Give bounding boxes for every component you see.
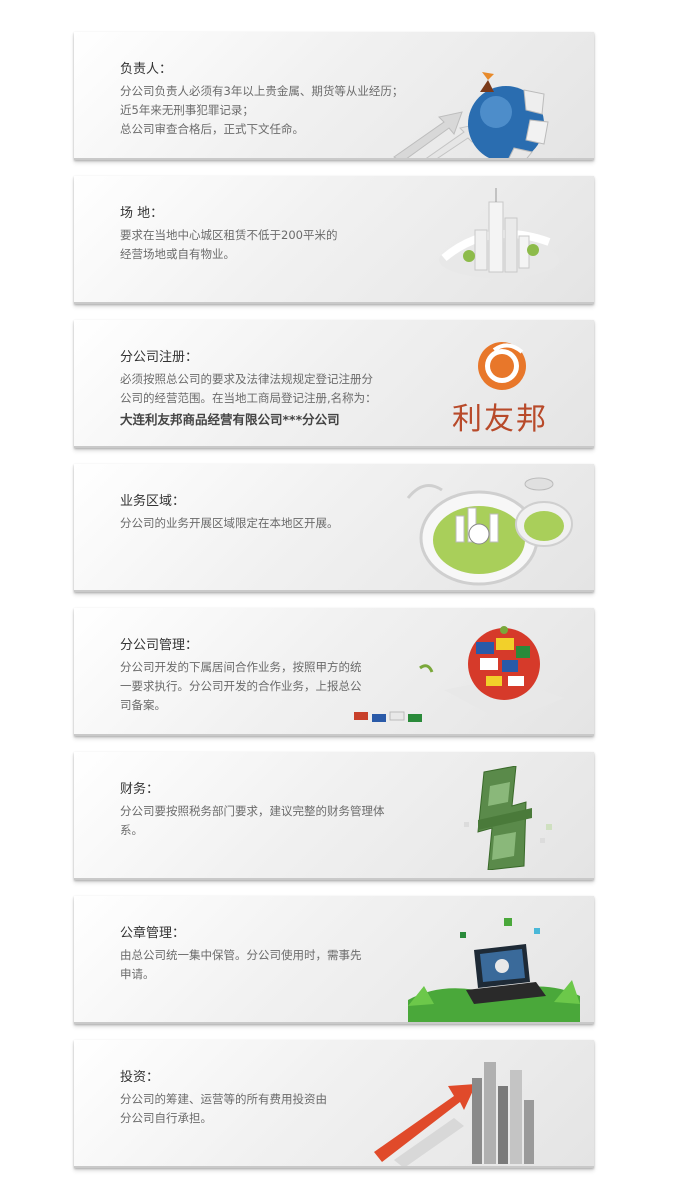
card-line: 必须按照总公司的要求及法律法规规定登记注册分 — [120, 372, 373, 386]
card-line: 分公司开发的下属居间合作业务，按照甲方的统 — [120, 660, 362, 674]
card-business-area: 业务区域： 分公司的业务开展区域限定在本地区开展。 — [74, 464, 594, 592]
card-title: 投资： — [120, 1070, 160, 1085]
card-line: 司备案。 — [120, 698, 166, 712]
card-business-area-text: 业务区域： 分公司的业务开展区域限定在本地区开展。 — [120, 492, 440, 533]
card-body: 分公司要按照税务部门要求，建议完整的财务管理体 系。 — [120, 802, 440, 840]
puzzle-globe-illustration — [393, 72, 549, 158]
card-line: 经营场地或自有物业。 — [120, 247, 235, 261]
card-registration-text: 分公司注册： 必须按照总公司的要求及法律法规规定登记注册分 公司的经营范围。在当… — [120, 348, 440, 429]
city-buildings-illustration — [439, 188, 559, 278]
compass-city-illustration — [406, 477, 573, 586]
card-line: 分公司自行承担。 — [120, 1111, 212, 1125]
card-line: 分公司要按照税务部门要求，建议完整的财务管理体 — [120, 804, 385, 818]
rising-arrow-skyscrapers-illustration — [374, 1062, 534, 1166]
card-finance: 财务： 分公司要按照税务部门要求，建议完整的财务管理体 系。 — [74, 752, 594, 880]
flag-globe-illustration — [354, 626, 564, 722]
card-body: 由总公司统一集中保管。分公司使用时，需事先 申请。 — [120, 946, 440, 984]
card-investment-text: 投资： 分公司的筹建、运营等的所有费用投资由 分公司自行承担。 — [120, 1068, 440, 1128]
card-title: 分公司管理： — [120, 638, 199, 653]
card-title: 财务： — [120, 782, 160, 797]
card-line: 由总公司统一集中保管。分公司使用时，需事先 — [120, 948, 362, 962]
card-line: 分公司的筹建、运营等的所有费用投资由 — [120, 1092, 327, 1106]
card-line: 总公司审查合格后，正式下文任命。 — [120, 122, 304, 136]
card-site: 场 地： 要求在当地中心城区租赁不低于200平米的 经营场地或自有物业。 — [74, 176, 594, 304]
card-seal-management: 公章管理： 由总公司统一集中保管。分公司使用时，需事先 申请。 — [74, 896, 594, 1024]
brand-logo-icon — [478, 342, 526, 390]
card-title: 分公司注册： — [120, 350, 199, 365]
card-finance-text: 财务： 分公司要按照税务部门要求，建议完整的财务管理体 系。 — [120, 780, 440, 840]
card-line: 公司的经营范围。在当地工商局登记注册,名称为： — [120, 391, 377, 405]
card-line: 申请。 — [120, 967, 155, 981]
card-seal-management-text: 公章管理： 由总公司统一集中保管。分公司使用时，需事先 申请。 — [120, 924, 440, 984]
card-line: 要求在当地中心城区租赁不低于200平米的 — [120, 228, 338, 242]
card-line: 分公司负责人必须有3年以上贵金属、期货等从业经历； — [120, 84, 404, 98]
card-title: 公章管理： — [120, 926, 186, 941]
card-site-text: 场 地： 要求在当地中心城区租赁不低于200平米的 经营场地或自有物业。 — [120, 204, 440, 264]
card-leader: 负责人： 分公司负责人必须有3年以上贵金属、期货等从业经历； 近5年来无刑事犯罪… — [74, 32, 594, 160]
laptop-grass-illustration — [408, 918, 580, 1022]
card-management: 分公司管理： 分公司开发的下属居间合作业务，按照甲方的统 一要求执行。分公司开发… — [74, 608, 594, 736]
money-roll-illustration — [464, 766, 552, 870]
card-line: 近5年来无刑事犯罪记录； — [120, 103, 254, 117]
card-body: 必须按照总公司的要求及法律法规规定登记注册分 公司的经营范围。在当地工商局登记注… — [120, 370, 440, 429]
card-title: 场 地： — [120, 206, 164, 221]
card-title: 业务区域： — [120, 494, 186, 509]
card-line: 一要求执行。分公司开发的合作业务，上报总公 — [120, 679, 362, 693]
card-body: 要求在当地中心城区租赁不低于200平米的 经营场地或自有物业。 — [120, 226, 440, 264]
card-body: 分公司的业务开展区域限定在本地区开展。 — [120, 514, 440, 533]
card-investment: 投资： 分公司的筹建、运营等的所有费用投资由 分公司自行承担。 — [74, 1040, 594, 1168]
card-body: 分公司开发的下属居间合作业务，按照甲方的统 一要求执行。分公司开发的合作业务，上… — [120, 658, 440, 715]
card-management-text: 分公司管理： 分公司开发的下属居间合作业务，按照甲方的统 一要求执行。分公司开发… — [120, 636, 440, 715]
card-line: 分公司的业务开展区域限定在本地区开展。 — [120, 516, 339, 530]
company-name: 大连利友邦商品经营有限公司***分公司 — [120, 412, 340, 427]
card-body: 分公司负责人必须有3年以上贵金属、期货等从业经历； 近5年来无刑事犯罪记录； 总… — [120, 82, 440, 139]
card-registration: 分公司注册： 必须按照总公司的要求及法律法规规定登记注册分 公司的经营范围。在当… — [74, 320, 594, 448]
card-title: 负责人： — [120, 62, 173, 77]
card-line: 系。 — [120, 823, 143, 837]
brand-name: 利友邦 — [452, 402, 548, 437]
card-body: 分公司的筹建、运营等的所有费用投资由 分公司自行承担。 — [120, 1090, 440, 1128]
card-leader-text: 负责人： 分公司负责人必须有3年以上贵金属、期货等从业经历； 近5年来无刑事犯罪… — [120, 60, 440, 139]
